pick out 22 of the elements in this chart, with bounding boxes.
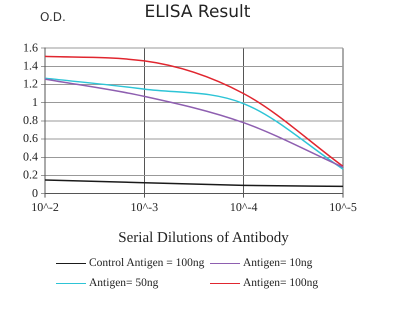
chart-title: ELISA Result: [144, 2, 250, 22]
x-tick-label: 10^-5: [329, 200, 357, 214]
y-tick-label: 1: [32, 94, 38, 109]
line-series: [44, 56, 344, 168]
legend-label: Control Antigen = 100ng: [89, 257, 204, 269]
legend-label: Antigen= 50ng: [89, 277, 158, 289]
y-tick-label: 1.2: [23, 76, 38, 91]
y-tick-label: 0: [32, 186, 38, 200]
y-tick-label: 0.6: [23, 131, 38, 146]
x-tick-label: 10^-3: [130, 200, 158, 214]
y-tick-label: 0.4: [23, 149, 38, 164]
y-tick-label: 1.4: [23, 58, 38, 73]
x-tick-label: 10^-2: [31, 200, 59, 214]
line-series: [44, 179, 344, 188]
legend-label: Antigen= 100ng: [243, 277, 318, 289]
y-axis-title: O.D.: [40, 10, 66, 24]
y-tick-label: 0.8: [23, 113, 38, 128]
x-tick-label: 10^-4: [230, 200, 258, 214]
y-tick-label: 1.6: [23, 40, 38, 54]
y-tick-label: 0.2: [23, 168, 38, 182]
legend-label: Antigen= 10ng: [243, 257, 312, 269]
x-axis-title: Serial Dilutions of Antibody: [117, 230, 290, 247]
